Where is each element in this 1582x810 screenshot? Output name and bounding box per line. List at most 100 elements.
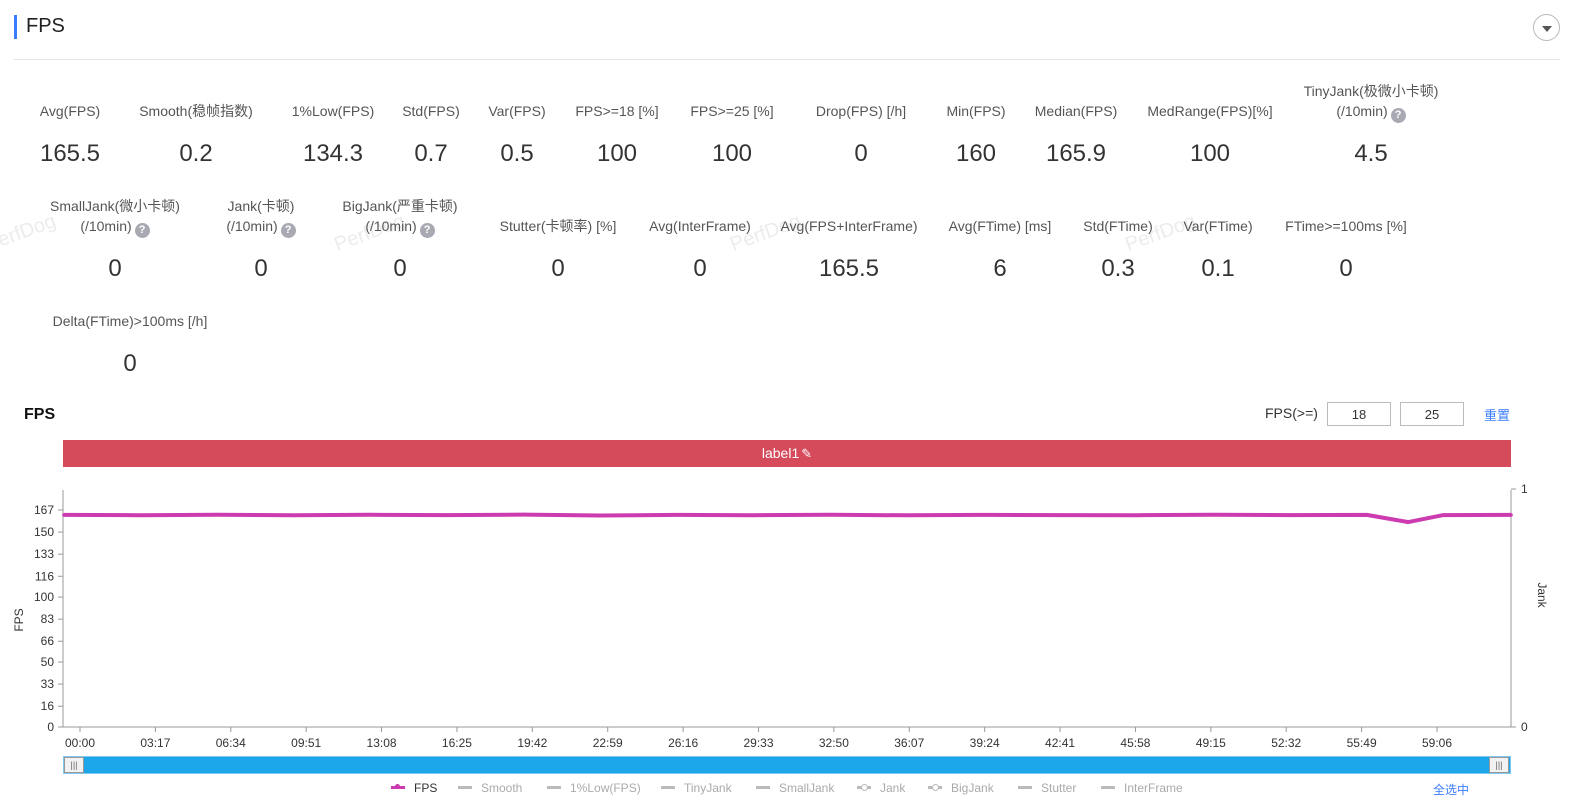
metric-value: 165.5 <box>39 140 101 167</box>
question-icon[interactable]: ? <box>419 223 435 238</box>
metric-value: 0 <box>693 255 707 282</box>
metric-label: Std(FTime) <box>1083 218 1153 234</box>
y-axis-label: FPS <box>12 608 26 631</box>
legend-item[interactable]: TinyJank <box>661 781 732 795</box>
x-tick-label: 06:34 <box>216 736 246 750</box>
metric-item: Jank(卡顿) (/10min)? 0 <box>151 196 371 282</box>
fps-data-point <box>368 513 373 517</box>
x-tick-label: 39:24 <box>970 736 1000 750</box>
fps-data-point <box>1288 513 1292 517</box>
metric-item: Avg(InterFrame) 0 <box>590 216 810 282</box>
chevron-down-icon[interactable] <box>1533 14 1560 41</box>
legend-item[interactable]: Smooth <box>458 781 522 795</box>
metric-value: 100 <box>1189 140 1231 167</box>
metric-item: FTime>=100ms [%] 0 <box>1236 216 1456 282</box>
fps-threshold-input-1[interactable] <box>1327 402 1391 426</box>
metric-item: TinyJank(极微小卡顿) (/10min)? 4.5 <box>1261 81 1481 167</box>
fps-threshold-label: FPS(>=) <box>1265 405 1318 421</box>
metric-label: Drop(FPS) [/h] <box>815 103 907 119</box>
slider-handle-right[interactable]: ||| <box>1489 757 1509 773</box>
x-tick-label: 00:00 <box>65 736 95 750</box>
legend-item[interactable]: BigJank <box>928 781 994 795</box>
legend-item[interactable]: Jank <box>857 781 905 795</box>
x-tick-label: 13:08 <box>367 736 397 750</box>
legend-item[interactable]: 1%Low(FPS) <box>547 781 641 795</box>
x-tick-label: 55:49 <box>1347 736 1377 750</box>
y-tick-label: 167 <box>34 503 54 517</box>
metric-value: 4.5 <box>1354 140 1388 167</box>
fps-threshold-input-2[interactable] <box>1400 402 1464 426</box>
legend-marker-icon <box>756 786 770 789</box>
metric-value: 0 <box>108 255 122 282</box>
metric-label-unit: (/10min)? <box>151 216 371 238</box>
fps-data-point <box>1211 513 1216 517</box>
fps-data-point <box>138 513 143 518</box>
fps-data-point <box>1364 513 1369 517</box>
x-tick-label: 09:51 <box>291 736 321 750</box>
metric-label: SmallJank(微小卡顿) <box>50 198 180 214</box>
fps-data-point <box>981 513 986 517</box>
metric-value: 0.1 <box>1201 255 1235 282</box>
legend-label: InterFrame <box>1124 781 1183 795</box>
metric-label-unit-text: (/10min) <box>226 218 278 234</box>
time-range-slider[interactable] <box>63 756 1511 774</box>
select-all-link[interactable]: 全选中 <box>1433 783 1470 797</box>
metric-item: Stutter(卡顿率) [%] 0 <box>448 216 668 282</box>
x-tick-label: 59:06 <box>1422 736 1452 750</box>
metric-label-unit: (/10min)? <box>5 216 225 238</box>
metric-label: Var(FPS) <box>488 103 546 119</box>
metric-item: Avg(FTime) [ms] 6 <box>890 216 1110 282</box>
question-icon[interactable]: ? <box>1390 108 1406 123</box>
metric-label: Median(FPS) <box>1034 103 1118 119</box>
metric-item: Avg(FPS+InterFrame) 165.5 <box>739 216 959 282</box>
legend-label: 1%Low(FPS) <box>570 781 641 795</box>
metric-label: 1%Low(FPS) <box>291 103 375 119</box>
legend-item[interactable]: Stutter <box>1018 781 1076 795</box>
y-tick-label: 150 <box>34 525 54 539</box>
metric-label-unit-text: (/10min) <box>1336 103 1388 119</box>
label-band-text: label1 <box>761 445 800 461</box>
reset-link[interactable]: 重置 <box>1484 408 1511 423</box>
slider-handle-left[interactable]: ||| <box>64 757 84 773</box>
x-tick-label: 22:59 <box>593 736 623 750</box>
legend-label: TinyJank <box>684 781 732 795</box>
fps-data-point <box>1135 513 1139 518</box>
fps-data-point <box>1441 513 1446 517</box>
metric-value: 160 <box>955 140 997 167</box>
legend-marker-icon <box>1101 786 1115 789</box>
label-band[interactable]: label1 ✎ <box>63 440 1511 467</box>
pencil-icon[interactable]: ✎ <box>801 446 813 461</box>
metric-value: 0 <box>254 255 268 282</box>
metric-label: MedRange(FPS)[%] <box>1147 103 1273 119</box>
legend-marker-icon <box>391 784 405 789</box>
question-icon[interactable]: ? <box>280 223 296 238</box>
question-icon[interactable]: ? <box>134 223 150 238</box>
metric-value: 100 <box>596 140 638 167</box>
fps-data-point <box>1058 513 1062 517</box>
x-tick-label: 42:41 <box>1045 736 1075 750</box>
fps-data-point <box>292 513 296 518</box>
legend-item[interactable]: FPS <box>391 781 437 795</box>
metric-label: FTime>=100ms [%] <box>1285 218 1407 234</box>
fps-series-line <box>63 512 1512 525</box>
metric-value: 0 <box>123 350 137 377</box>
legend-marker-icon <box>1018 786 1032 789</box>
y-tick-label: 50 <box>41 655 55 669</box>
metric-label: FPS>=25 [%] <box>690 103 774 119</box>
metric-item: 1%Low(FPS) 134.3 <box>223 101 443 167</box>
metric-value: 100 <box>711 140 753 167</box>
legend-label: Jank <box>880 781 906 795</box>
x-tick-label: 36:07 <box>894 736 924 750</box>
section-title: FPS <box>26 15 65 37</box>
metric-item: FPS>=25 [%] 100 <box>622 101 842 167</box>
fps-data-point <box>521 512 526 517</box>
x-tick-label: 16:25 <box>442 736 472 750</box>
x-tick-label: 32:50 <box>819 736 849 750</box>
legend-item[interactable]: InterFrame <box>1101 781 1183 795</box>
legend-item[interactable]: SmallJank <box>756 781 834 795</box>
metric-label: Avg(InterFrame) <box>649 218 751 234</box>
metric-label: Min(FPS) <box>946 103 1006 119</box>
metric-label: Var(FTime) <box>1183 218 1253 234</box>
legend-label: FPS <box>414 781 438 795</box>
